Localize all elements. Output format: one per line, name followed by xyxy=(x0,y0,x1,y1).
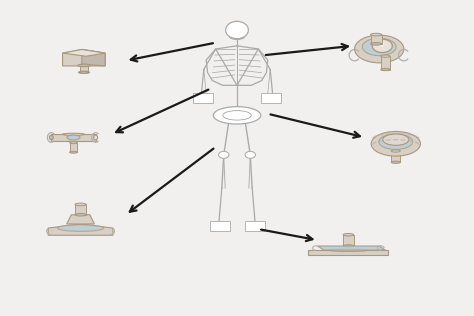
Polygon shape xyxy=(70,143,77,152)
Ellipse shape xyxy=(75,213,86,216)
Ellipse shape xyxy=(391,161,401,163)
Ellipse shape xyxy=(343,234,354,236)
Polygon shape xyxy=(371,35,382,44)
FancyBboxPatch shape xyxy=(261,93,281,103)
Ellipse shape xyxy=(379,134,413,149)
Ellipse shape xyxy=(372,39,392,52)
Polygon shape xyxy=(82,50,105,66)
Ellipse shape xyxy=(219,151,229,158)
Ellipse shape xyxy=(371,131,420,156)
Polygon shape xyxy=(391,151,401,162)
Ellipse shape xyxy=(381,55,390,57)
Ellipse shape xyxy=(245,151,255,158)
FancyBboxPatch shape xyxy=(193,93,213,103)
Ellipse shape xyxy=(362,38,396,56)
Ellipse shape xyxy=(371,33,382,36)
Ellipse shape xyxy=(343,245,354,247)
Ellipse shape xyxy=(213,107,261,124)
Polygon shape xyxy=(75,204,86,215)
Polygon shape xyxy=(63,50,105,66)
Ellipse shape xyxy=(328,249,368,251)
Ellipse shape xyxy=(355,35,404,63)
Ellipse shape xyxy=(383,134,409,145)
Polygon shape xyxy=(381,56,390,70)
Polygon shape xyxy=(48,224,113,235)
Ellipse shape xyxy=(57,225,104,231)
Ellipse shape xyxy=(70,151,77,153)
Ellipse shape xyxy=(391,150,401,152)
Ellipse shape xyxy=(80,71,88,73)
Ellipse shape xyxy=(226,21,248,39)
Ellipse shape xyxy=(49,135,53,140)
Ellipse shape xyxy=(377,41,384,46)
Polygon shape xyxy=(308,250,388,255)
Polygon shape xyxy=(80,65,88,72)
Ellipse shape xyxy=(79,71,90,73)
FancyBboxPatch shape xyxy=(245,221,265,231)
Polygon shape xyxy=(67,215,94,224)
Ellipse shape xyxy=(223,111,251,120)
Polygon shape xyxy=(318,246,385,250)
FancyBboxPatch shape xyxy=(210,221,230,231)
Ellipse shape xyxy=(63,133,84,135)
Ellipse shape xyxy=(67,135,80,140)
Polygon shape xyxy=(63,50,105,56)
Polygon shape xyxy=(51,134,96,141)
Ellipse shape xyxy=(70,142,77,144)
Ellipse shape xyxy=(78,64,90,67)
Ellipse shape xyxy=(371,43,382,45)
Ellipse shape xyxy=(381,68,390,71)
Ellipse shape xyxy=(80,64,88,66)
Ellipse shape xyxy=(75,203,86,206)
Polygon shape xyxy=(343,235,354,246)
Ellipse shape xyxy=(94,135,98,140)
